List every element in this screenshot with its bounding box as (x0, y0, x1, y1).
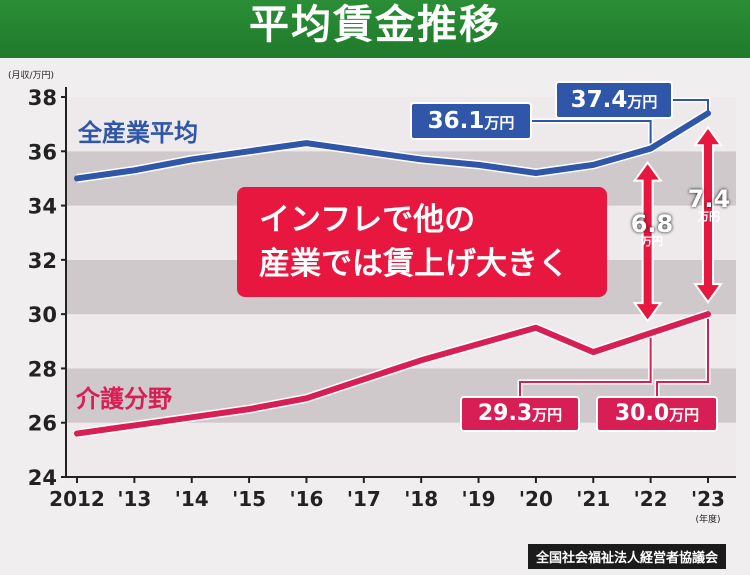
x-tick-label: '16 (289, 487, 323, 511)
annotation-unit: 万円 (484, 114, 515, 132)
difference-label-22: 6.8 万円 (630, 212, 674, 247)
x-tick-label: '23 (691, 487, 725, 511)
series-line-all-industry (74, 110, 711, 182)
y-tick-label: 24 (28, 466, 57, 490)
x-tick-label: '22 (634, 487, 668, 511)
message-box: インフレで他の 産業では賃上げ大きく (237, 187, 607, 297)
annotation-value: 37.4 (570, 87, 628, 113)
annotation-value: 29.3 (477, 401, 533, 426)
difference-arrow (632, 160, 663, 323)
series-line-care (74, 311, 711, 437)
difference-label-23: 7.4 万円 (687, 187, 731, 222)
y-tick-label: 30 (28, 303, 57, 327)
y-tick-label: 38 (28, 86, 57, 110)
y-unit-label: (月収/万円) (8, 69, 54, 81)
difference-value: 7.4 (687, 185, 731, 213)
x-tick-label: '18 (404, 487, 438, 511)
annotation-connector (532, 120, 652, 149)
x-tick-label: '14 (175, 487, 209, 511)
annotation-connector (656, 314, 709, 396)
x-tick-label: '21 (576, 487, 610, 511)
page-title: 平均賃金推移 (249, 2, 501, 48)
annotation-connector (519, 333, 652, 396)
x-tick-label: '17 (347, 487, 381, 511)
title-bar: 平均賃金推移 (0, 0, 750, 58)
annotation-unit: 万円 (532, 406, 563, 424)
difference-unit: 万円 (641, 235, 663, 248)
annotation-value: 36.1 (427, 108, 485, 134)
y-tick-label: 32 (28, 249, 57, 273)
annotation-value: 30.0 (614, 401, 670, 426)
annotation-pink-22: 29.3万円 (460, 396, 580, 432)
annotation-unit: 万円 (627, 93, 658, 111)
x-tick-label: '20 (519, 487, 553, 511)
annotation-blue-22: 36.1万円 (410, 102, 532, 140)
source-credit: 全国社会福祉法人経営者協議会 (527, 544, 726, 569)
y-tick-label: 36 (28, 140, 57, 164)
message-line-1: インフレで他の (259, 202, 476, 238)
series-label-all-industry: 全産業平均 (78, 119, 198, 147)
x-tick-label: '19 (462, 487, 496, 511)
annotation-blue-23: 37.4万円 (555, 81, 673, 119)
difference-value: 6.8 (630, 210, 674, 238)
annotation-pink-23: 30.0万円 (596, 396, 718, 432)
x-tick-label: '15 (232, 487, 266, 511)
annotation-connector (673, 99, 709, 114)
difference-unit: 万円 (698, 210, 720, 223)
x-tick-label: 2012 (49, 487, 105, 511)
annotation-unit: 万円 (669, 406, 700, 424)
difference-arrow (693, 125, 723, 304)
message-line-2: 産業では賃上げ大きく (259, 246, 569, 282)
y-tick-label: 28 (28, 357, 57, 381)
x-unit-label: (年度) (695, 513, 720, 525)
y-tick-label: 34 (28, 195, 57, 219)
series-label-care: 介護分野 (76, 385, 172, 413)
x-tick-label: '13 (117, 487, 151, 511)
y-tick-label: 26 (28, 412, 57, 436)
